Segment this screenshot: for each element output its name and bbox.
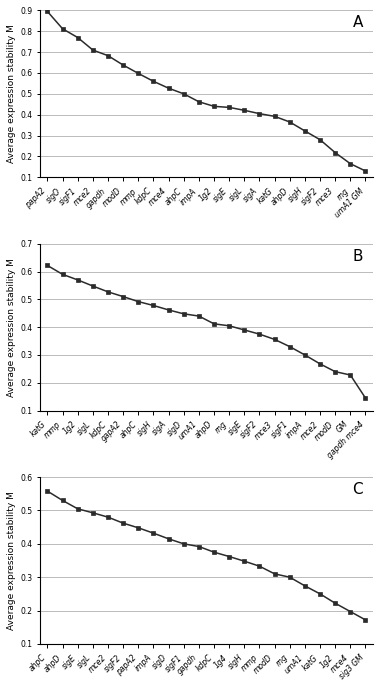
Text: A: A <box>353 15 363 30</box>
Text: C: C <box>352 482 363 497</box>
Y-axis label: Average expression stability M: Average expression stability M <box>7 491 16 630</box>
Text: B: B <box>353 249 363 264</box>
Y-axis label: Average expression stability M: Average expression stability M <box>7 258 16 396</box>
Y-axis label: Average expression stability M: Average expression stability M <box>7 24 16 163</box>
